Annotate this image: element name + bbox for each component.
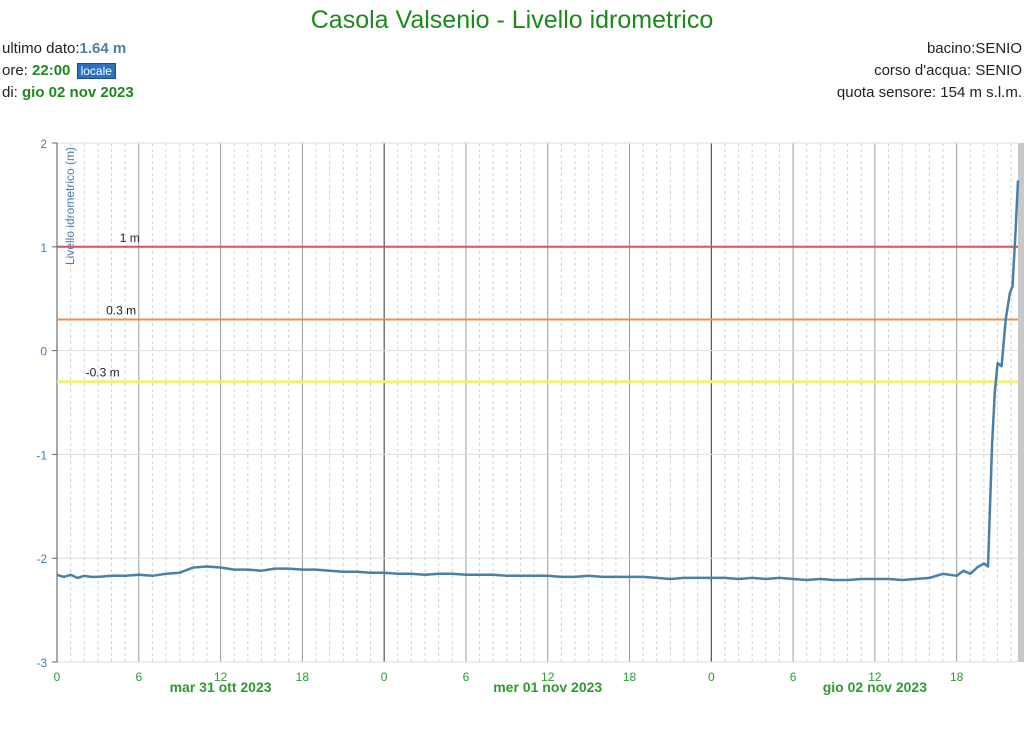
y-tick-label: 2 <box>40 137 47 151</box>
x-tick-label: 18 <box>623 670 637 684</box>
x-tick-label: 12 <box>214 670 228 684</box>
series-line <box>56 180 1020 582</box>
y-tick-label: -1 <box>36 448 47 462</box>
x-tick-label: 6 <box>463 670 470 684</box>
time-row: ore: 22:00 locale <box>2 60 134 82</box>
sensor-altitude-text: quota sensore: 154 m s.l.m. <box>836 84 1022 101</box>
x-tick-label: 12 <box>541 670 555 684</box>
x-tick-label: 18 <box>296 670 310 684</box>
y-tick-label: 0 <box>40 345 47 359</box>
station-info: bacino:SENIO corso d'acqua: SENIO quota … <box>837 38 1022 104</box>
date-value: gio 02 nov 2023 <box>22 84 134 101</box>
y-axis-label: Livello idrometrico (m) <box>63 147 77 265</box>
time-value: 22:00 <box>32 62 71 79</box>
x-tick-label: 18 <box>950 670 964 684</box>
last-value-row: ultimo dato:1.64 m <box>2 38 134 60</box>
x-tick-label: 0 <box>708 670 715 684</box>
last-value: 1.64 m <box>79 40 127 57</box>
y-tick-label: 1 <box>40 241 47 255</box>
basin-text: bacino:SENIO <box>926 40 1022 57</box>
time-zone-badge[interactable]: locale <box>76 63 116 79</box>
threshold-label: -0.3 m <box>86 366 120 380</box>
y-tick-label: -2 <box>36 552 47 566</box>
x-tick-label: 12 <box>868 670 882 684</box>
x-tick-label: 6 <box>135 670 142 684</box>
x-tick-label: 0 <box>54 670 61 684</box>
threshold-label: 0.3 m <box>106 303 136 317</box>
day-label: mar 31 ott 2023 <box>170 679 272 695</box>
latest-reading-info: ultimo dato:1.64 m ore: 22:00 locale di:… <box>2 38 134 104</box>
date-row: di: gio 02 nov 2023 <box>2 82 134 104</box>
last-value-label: ultimo dato: <box>2 40 80 57</box>
y-tick-label: -3 <box>36 656 47 670</box>
x-tick-label: 6 <box>790 670 797 684</box>
day-label: mer 01 nov 2023 <box>493 679 602 695</box>
threshold-label: 1 m <box>120 231 140 245</box>
day-label: gio 02 nov 2023 <box>823 679 927 695</box>
current-time-band <box>1018 143 1024 662</box>
date-label: di: <box>2 84 18 101</box>
page-title: Casola Valsenio - Livello idrometrico <box>310 6 714 34</box>
x-tick-label: 0 <box>381 670 388 684</box>
river-text: corso d'acqua: SENIO <box>874 62 1022 79</box>
time-label: ore: <box>2 62 28 79</box>
